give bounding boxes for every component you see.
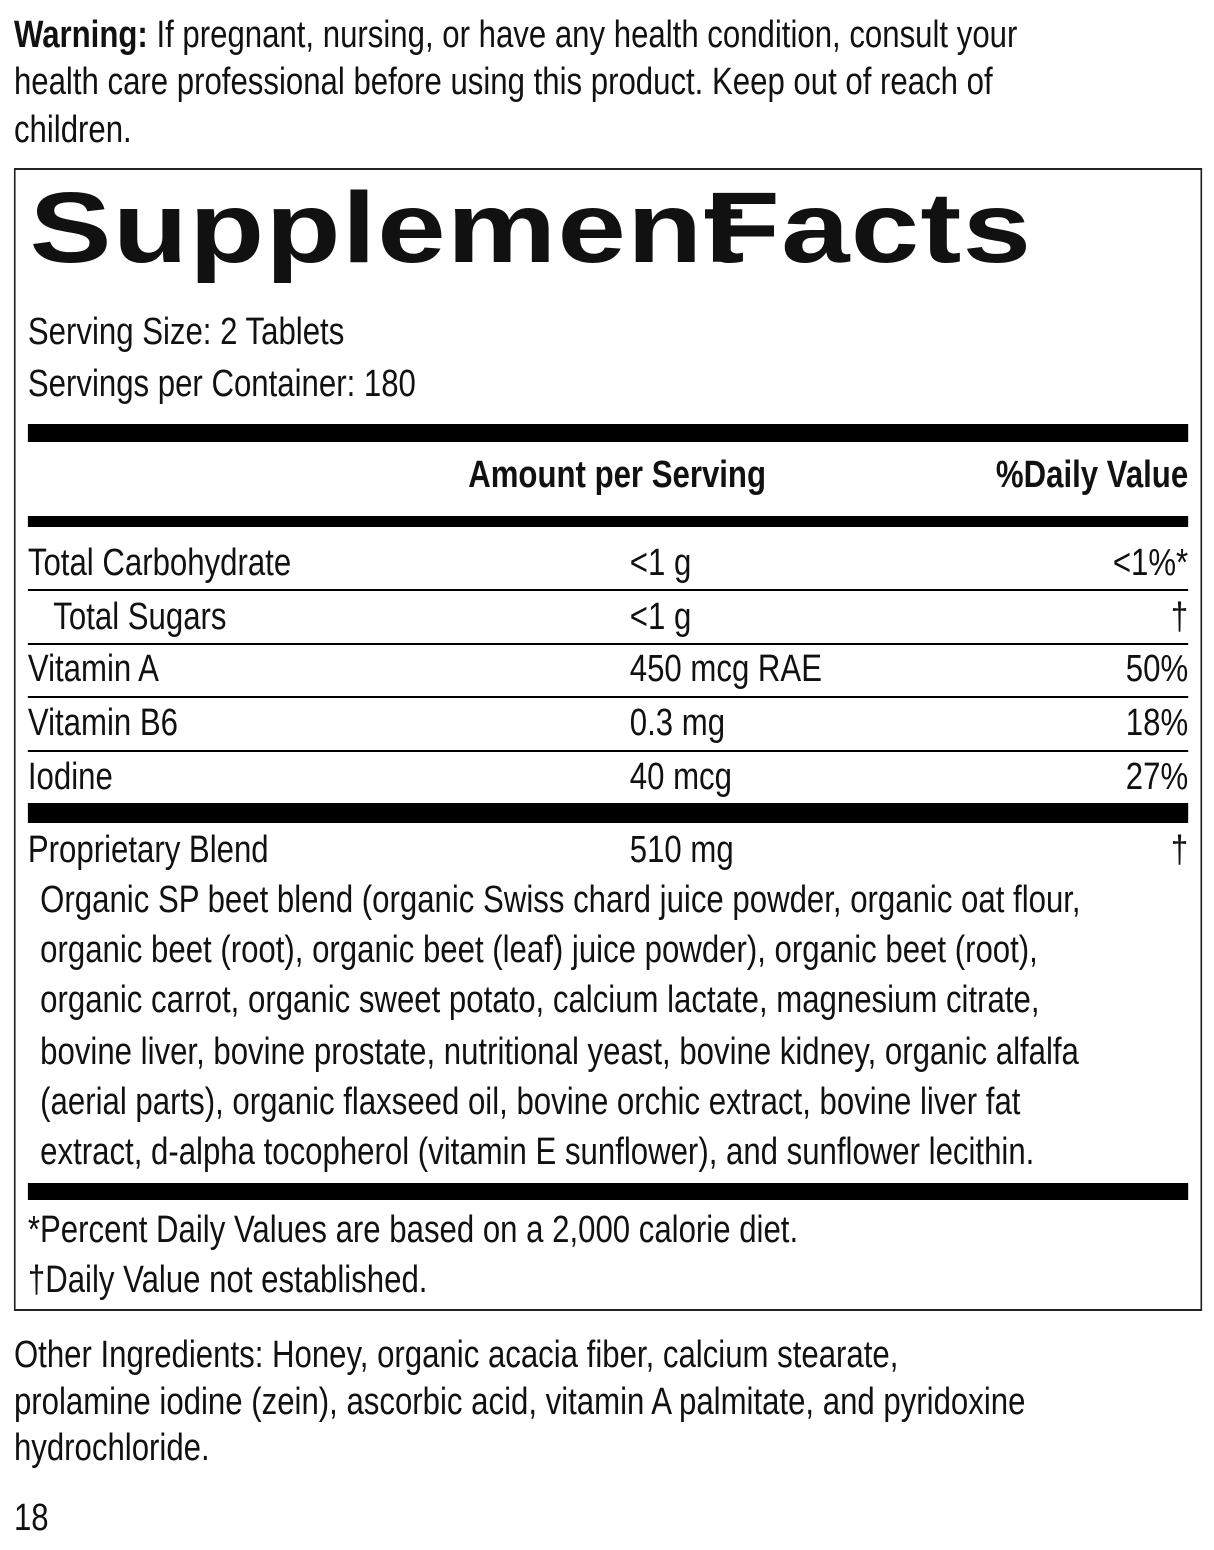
- row-dv: <1%*: [1112, 542, 1189, 584]
- divider-thick: [27, 424, 1189, 442]
- title-word-2: Facts: [704, 172, 1033, 284]
- divider-thick: [27, 1183, 1189, 1200]
- row-divider: [27, 643, 1189, 645]
- row-amount: 450 mcg RAE: [629, 648, 823, 690]
- row-name: Vitamin A: [27, 648, 159, 690]
- row-dv: 50%: [1125, 648, 1189, 690]
- blend-ingredients-line: extract, d-alpha tocopherol (vitamin E s…: [40, 1131, 1035, 1173]
- row-dv: 18%: [1125, 702, 1189, 744]
- blend-name: Proprietary Blend: [27, 829, 269, 871]
- blend-ingredients-line: bovine liver, bovine prostate, nutrition…: [40, 1031, 1079, 1073]
- amount-header: Amount per Serving: [468, 454, 767, 496]
- row-amount: 0.3 mg: [629, 702, 726, 744]
- divider-medium: [27, 516, 1189, 527]
- row-name: Total Sugars: [53, 596, 227, 638]
- divider-thick: [27, 803, 1189, 823]
- supplement-facts-panel: [13, 168, 1203, 1311]
- row-divider: [27, 589, 1189, 591]
- footnote-not-established: †Daily Value not established.: [27, 1259, 428, 1301]
- blend-ingredients-line: organic carrot, organic sweet potato, ca…: [40, 979, 1040, 1021]
- warning-label: Warning:: [13, 14, 148, 56]
- footnote-daily-values: *Percent Daily Values are based on a 2,0…: [27, 1209, 799, 1251]
- other-ingredients-line: Other Ingredients: Honey, organic acacia…: [13, 1334, 899, 1376]
- daily-value-header: %Daily Value: [995, 454, 1189, 496]
- serving-size: Serving Size: 2 Tablets: [27, 311, 345, 353]
- row-name: Total Carbohydrate: [27, 542, 292, 584]
- row-dv: 27%: [1125, 756, 1189, 798]
- warning-line-3: children.: [13, 109, 132, 151]
- row-name: Iodine: [27, 756, 113, 798]
- row-amount: <1 g: [629, 596, 692, 638]
- blend-dv: †: [1170, 829, 1189, 871]
- blend-ingredients-line: (aerial parts), organic flaxseed oil, bo…: [40, 1081, 1021, 1123]
- row-dv: †: [1170, 596, 1189, 638]
- page-number: 18: [13, 1497, 49, 1539]
- blend-ingredients-line: Organic SP beet blend (organic Swiss cha…: [40, 879, 1081, 921]
- warning-line-2: health care professional before using th…: [13, 61, 993, 103]
- servings-per-container: Servings per Container: 180: [27, 363, 416, 405]
- other-ingredients-line: prolamine iodine (zein), ascorbic acid, …: [13, 1381, 1026, 1423]
- row-divider: [27, 750, 1189, 752]
- blend-ingredients-line: organic beet (root), organic beet (leaf)…: [40, 929, 1038, 971]
- row-divider: [27, 696, 1189, 698]
- title-word-1: Supplement: [29, 172, 746, 284]
- row-amount: <1 g: [629, 542, 692, 584]
- warning-text: If pregnant, nursing, or have any health…: [147, 14, 1018, 56]
- row-name: Vitamin B6: [27, 702, 178, 744]
- row-amount: 40 mcg: [629, 756, 732, 798]
- blend-amount: 510 mg: [629, 829, 734, 871]
- warning-line-1: Warning: If pregnant, nursing, or have a…: [14, 16, 1017, 54]
- other-ingredients-line: hydrochloride.: [13, 1427, 210, 1469]
- facts-title: Supplement Facts: [30, 178, 1032, 278]
